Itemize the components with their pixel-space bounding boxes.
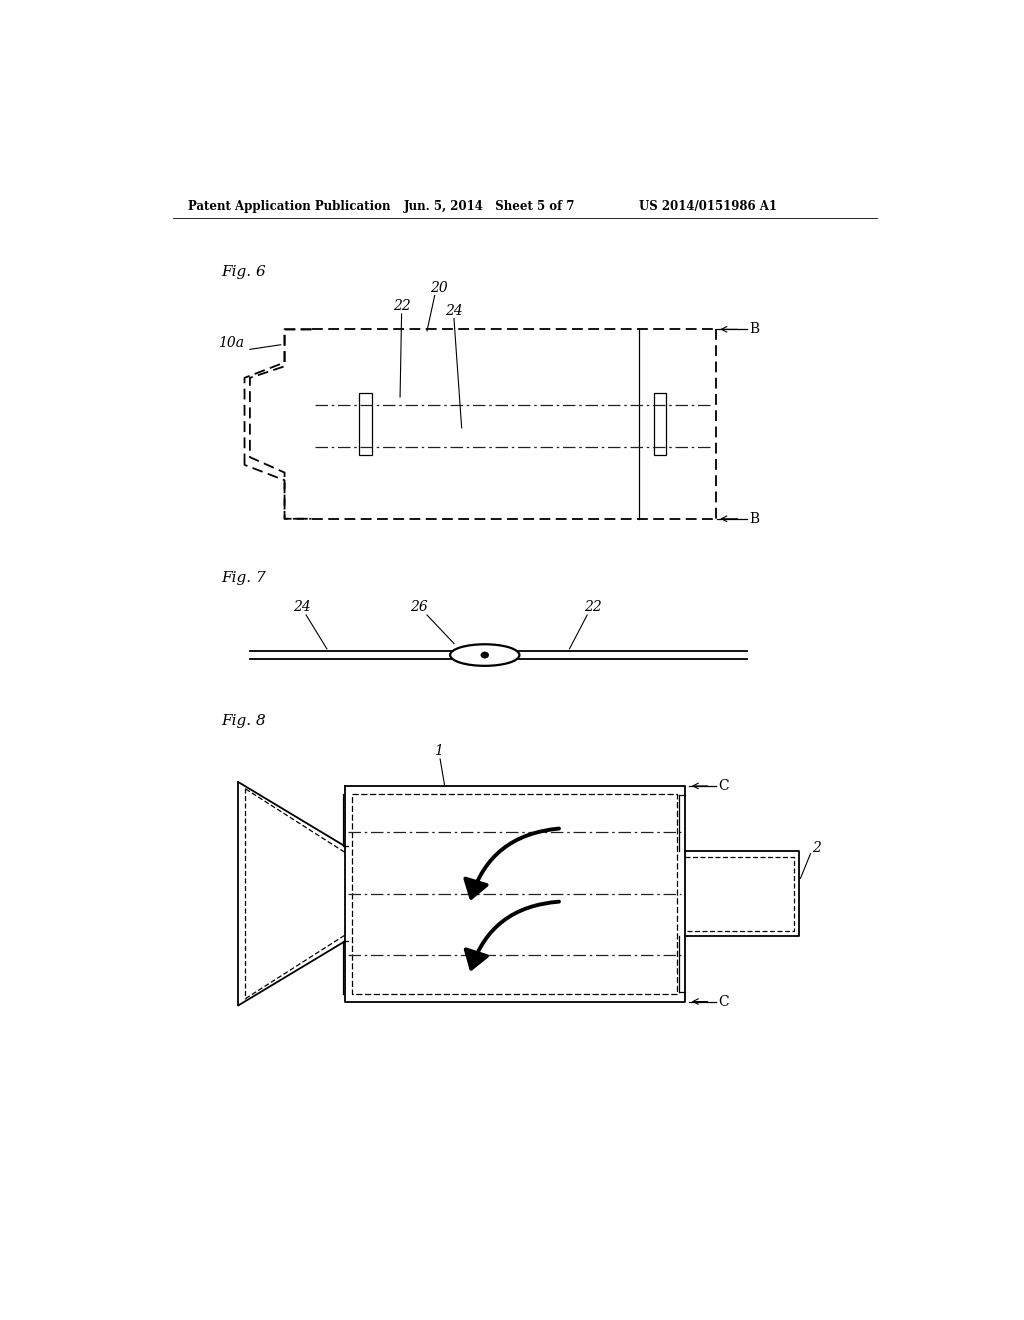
Ellipse shape bbox=[451, 644, 519, 665]
Text: B: B bbox=[749, 512, 759, 525]
Text: 20: 20 bbox=[430, 281, 447, 294]
Text: Fig. 6: Fig. 6 bbox=[221, 265, 266, 280]
FancyArrowPatch shape bbox=[466, 902, 559, 969]
Text: C: C bbox=[718, 779, 729, 793]
Text: 24: 24 bbox=[293, 601, 310, 614]
Text: B: B bbox=[749, 322, 759, 337]
Text: Patent Application Publication: Patent Application Publication bbox=[188, 199, 391, 213]
Text: Fig. 7: Fig. 7 bbox=[221, 572, 266, 585]
FancyArrowPatch shape bbox=[465, 829, 559, 898]
Ellipse shape bbox=[481, 652, 488, 659]
Text: 10a: 10a bbox=[218, 337, 245, 350]
Text: 2: 2 bbox=[812, 841, 821, 854]
Text: 24: 24 bbox=[445, 304, 463, 318]
Text: Fig. 8: Fig. 8 bbox=[221, 714, 266, 727]
Bar bbox=[654, 393, 667, 455]
Text: 26: 26 bbox=[411, 601, 428, 614]
Text: 1: 1 bbox=[434, 744, 443, 758]
Text: US 2014/0151986 A1: US 2014/0151986 A1 bbox=[639, 199, 777, 213]
Text: C: C bbox=[718, 994, 729, 1008]
Text: 22: 22 bbox=[393, 300, 411, 313]
Text: 22: 22 bbox=[584, 601, 601, 614]
Text: Jun. 5, 2014   Sheet 5 of 7: Jun. 5, 2014 Sheet 5 of 7 bbox=[403, 199, 575, 213]
Bar bbox=[359, 393, 372, 455]
